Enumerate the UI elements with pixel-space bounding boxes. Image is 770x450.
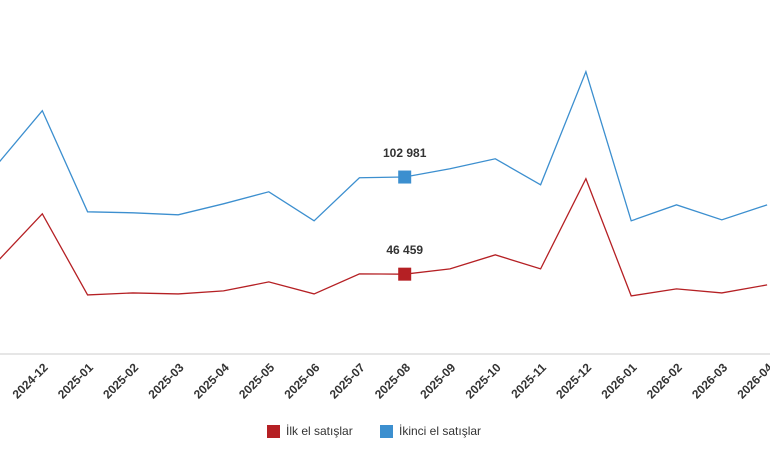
data-label: 102 981 — [383, 146, 427, 160]
x-tick-label: 2025-11 — [508, 360, 549, 401]
x-tick-label: 2026-03 — [689, 360, 730, 401]
x-tick-label: 2025-12 — [553, 360, 594, 401]
x-tick-label: 2025-01 — [55, 360, 96, 401]
highlight-marker — [398, 170, 412, 184]
x-tick-label: 2025-09 — [417, 360, 458, 401]
x-tick-label: 2025-04 — [191, 360, 232, 401]
x-tick-label: 2026-01 — [599, 360, 640, 401]
legend-label: İlk el satışlar — [286, 424, 353, 438]
x-tick-label: 2026-02 — [644, 360, 685, 401]
data-label: 46 459 — [386, 243, 423, 257]
x-tick-label: 2025-10 — [463, 360, 504, 401]
x-tick-label: 2024-12 — [10, 360, 51, 401]
x-tick-label: 2025-02 — [100, 360, 141, 401]
x-tick-label: 2026-04 — [734, 360, 770, 401]
x-tick-label: 2025-03 — [146, 360, 187, 401]
legend-swatch — [267, 425, 280, 438]
series-line — [0, 177, 768, 297]
legend-label: İkinci el satışlar — [399, 424, 481, 438]
x-tick-label: 2025-08 — [372, 360, 413, 401]
legend-swatch — [380, 425, 393, 438]
series-line — [0, 69, 768, 222]
x-tick-label: 2025-07 — [327, 360, 368, 401]
x-tick-label: 2025-05 — [236, 360, 277, 401]
highlight-marker — [398, 267, 412, 281]
x-tick-label: 2025-06 — [281, 360, 322, 401]
